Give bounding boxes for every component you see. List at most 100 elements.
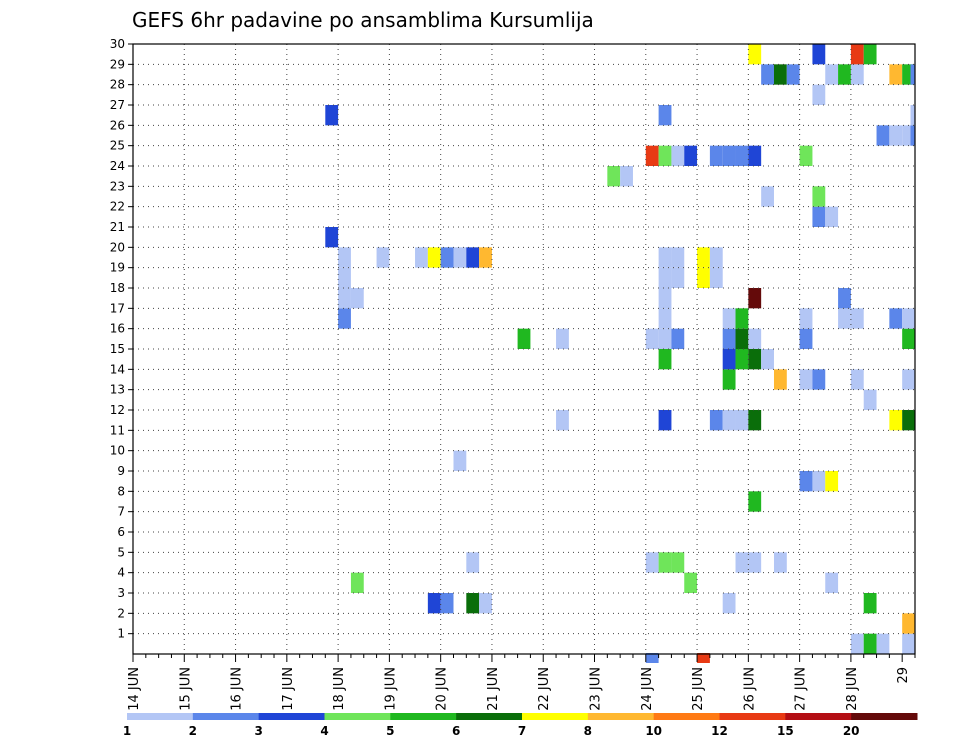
y-tick-label: 8 (117, 484, 125, 498)
heatmap-cell (850, 633, 864, 654)
heatmap-cell (415, 247, 428, 268)
y-tick-label: 24 (110, 159, 125, 173)
y-tick-label: 29 (110, 57, 125, 71)
y-tick-label: 27 (110, 98, 125, 112)
y-tick-label: 15 (110, 342, 125, 356)
x-tick-label: 23 JUN (589, 667, 604, 711)
y-tick-label: 19 (110, 261, 125, 275)
heatmap-cell (910, 125, 915, 146)
x-tick-label: 18 JUN (332, 667, 347, 711)
heatmap-cell (735, 552, 749, 573)
x-tick-label: 19 JUN (383, 667, 398, 711)
x-tick-label: 21 JUN (486, 667, 501, 711)
colorbar-swatch (127, 713, 194, 720)
colorbar-swatch (390, 713, 457, 720)
y-tick-label: 30 (110, 37, 125, 51)
heatmap-cell (427, 593, 441, 614)
heatmap-cell (517, 328, 531, 349)
heatmap-cell (671, 552, 685, 573)
colorbar-swatch (258, 713, 325, 720)
x-tick-label: 27 JUN (794, 667, 809, 711)
heatmap-cell (479, 247, 492, 268)
heatmap-cell (325, 227, 339, 248)
heatmap-cell (876, 125, 890, 146)
heatmap-cell (684, 145, 698, 166)
heatmap-cell (671, 247, 685, 268)
heatmap-cell (453, 450, 467, 471)
heatmap-cell (735, 328, 749, 349)
heatmap-cell (427, 247, 441, 268)
heatmap-cell (761, 349, 774, 370)
x-tick-label: 24 JUN (640, 667, 655, 711)
colorbar-tick-label: 3 (254, 724, 262, 738)
heatmap-cell (722, 410, 736, 431)
colorbar-tick-label: 4 (320, 724, 328, 738)
colorbar-swatch (719, 713, 786, 720)
heatmap-cell (902, 328, 915, 349)
heatmap-cell (709, 145, 723, 166)
x-axis: 14 JUN 15 JUN 16 JUN 17 JUN 18 JUN 19 JUN 20 J… (127, 654, 916, 711)
x-tick-label: 16 JUN (230, 667, 245, 711)
heatmap-cell (658, 288, 672, 309)
heatmap-cell (735, 145, 749, 166)
heatmap-cell (722, 369, 736, 390)
colorbar-swatch (324, 713, 391, 720)
y-tick-label: 23 (110, 179, 125, 193)
colorbar-swatch (192, 713, 260, 720)
colorbar-tick-label: 20 (843, 724, 860, 738)
heatmap-cell (376, 247, 390, 268)
y-tick-label: 20 (110, 240, 125, 254)
x-tick-label: 26 JUN (742, 667, 757, 711)
heatmap-cell (910, 64, 915, 85)
y-tick-label: 7 (117, 505, 125, 519)
heatmap-cell (709, 267, 723, 288)
heatmap-cell (645, 328, 659, 349)
colorbar-tick-label: 2 (189, 724, 197, 738)
heatmap-cell (812, 471, 826, 492)
heatmap-cell (748, 491, 762, 512)
heatmap-cell (697, 247, 710, 268)
y-tick-label: 6 (117, 525, 125, 539)
x-tick-label: 14 JUN (127, 667, 142, 711)
colorbar-tick-label: 6 (452, 724, 460, 738)
x-tick-label: 17 JUN (281, 667, 296, 711)
heatmap-cell (479, 593, 492, 614)
colorbar-swatch (851, 713, 918, 720)
heatmap-cell (697, 267, 710, 288)
y-tick-label: 12 (110, 403, 125, 417)
y-tick-label: 28 (110, 78, 125, 92)
heatmap-cell (850, 308, 864, 329)
x-tick-label: 22 JUN (537, 667, 552, 711)
heatmap-cell (825, 471, 839, 492)
heatmap-cell (786, 64, 800, 85)
colorbar-swatch (587, 713, 655, 720)
heatmap-cell (722, 308, 736, 329)
heatmap-cell (799, 369, 813, 390)
heatmap-cell (748, 145, 762, 166)
y-tick-label: 3 (117, 586, 125, 600)
colorbar-swatch (653, 713, 720, 720)
heatmap-cell (773, 369, 787, 390)
heatmap-cell (812, 186, 826, 207)
heatmap-cell (671, 145, 685, 166)
y-tick-label: 18 (110, 281, 125, 295)
heatmap-cell (889, 410, 903, 431)
heatmap-cell (466, 552, 480, 573)
heatmap-cell (722, 145, 736, 166)
heatmap-cell (722, 593, 736, 614)
heatmap-cell (697, 653, 710, 663)
heatmap-cell (761, 64, 774, 85)
heatmap-cell (889, 64, 903, 85)
heatmap-cell (325, 105, 339, 126)
heatmap-cell (556, 410, 569, 431)
heatmap-cell (838, 308, 851, 329)
heatmap-cell (812, 44, 826, 65)
heatmap-cell (876, 633, 890, 654)
heatmap-cell (799, 328, 813, 349)
y-tick-label: 17 (110, 301, 125, 315)
colorbar-tick-label: 10 (645, 724, 662, 738)
heatmap-cell (748, 288, 762, 309)
gridlines (133, 44, 915, 654)
heatmap-cell (645, 552, 659, 573)
